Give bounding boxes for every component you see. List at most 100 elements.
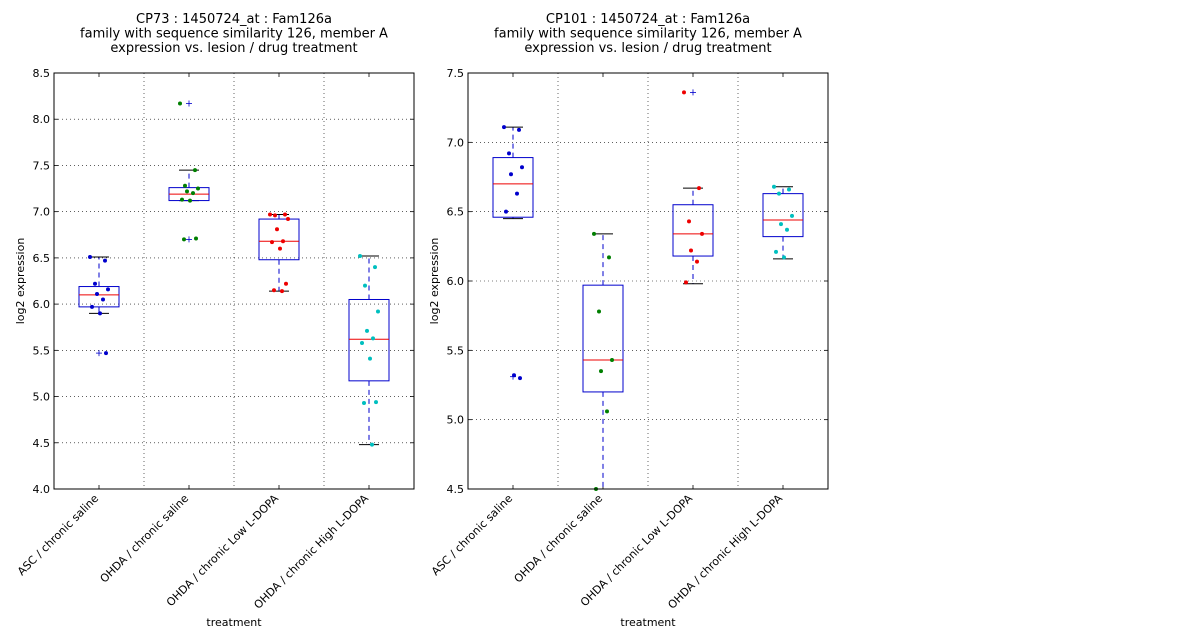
y-tick-label: 6.5 bbox=[33, 252, 51, 265]
data-point bbox=[371, 336, 375, 341]
box-iqr bbox=[762, 193, 804, 238]
data-point bbox=[520, 165, 524, 170]
data-point bbox=[95, 291, 99, 296]
data-point bbox=[790, 213, 794, 218]
data-point bbox=[373, 265, 377, 270]
data-point bbox=[193, 168, 197, 173]
y-tick-label: 6.5 bbox=[447, 206, 465, 219]
data-point bbox=[281, 239, 285, 244]
plot-frame bbox=[53, 72, 415, 490]
chart-title-line: CP101 : 1450724_at : Fam126a bbox=[546, 12, 750, 27]
data-point bbox=[272, 288, 276, 293]
box-1 bbox=[582, 233, 624, 490]
data-point bbox=[787, 187, 791, 192]
y-tick-label: 4.0 bbox=[33, 483, 51, 496]
data-point bbox=[275, 227, 279, 232]
y-tick-label: 8.5 bbox=[33, 67, 51, 80]
box-0 bbox=[492, 126, 534, 380]
data-point bbox=[106, 287, 110, 292]
data-point bbox=[98, 311, 102, 316]
x-tick-label: OHDA / chronic saline bbox=[512, 492, 606, 586]
data-point bbox=[507, 151, 511, 156]
data-point bbox=[697, 186, 701, 191]
y-tick-label: 7.5 bbox=[447, 67, 465, 80]
box-iqr bbox=[492, 157, 534, 218]
y-tick-label: 6.0 bbox=[447, 275, 465, 288]
data-point bbox=[370, 442, 374, 447]
data-point bbox=[772, 184, 776, 189]
data-point bbox=[90, 304, 94, 309]
data-point bbox=[191, 191, 195, 196]
data-point bbox=[280, 289, 284, 294]
data-point bbox=[278, 246, 282, 251]
data-point bbox=[286, 217, 290, 222]
data-point bbox=[517, 127, 521, 132]
data-point bbox=[774, 249, 778, 254]
box-iqr bbox=[348, 298, 390, 382]
chart-title-line: CP73 : 1450724_at : Fam126a bbox=[136, 12, 332, 27]
data-point bbox=[689, 248, 693, 253]
data-point bbox=[101, 297, 105, 302]
data-point bbox=[597, 309, 601, 314]
box-iqr bbox=[78, 286, 120, 308]
data-point bbox=[273, 213, 277, 218]
data-point bbox=[88, 254, 92, 259]
y-tick-label: 5.5 bbox=[33, 344, 51, 357]
box-2 bbox=[258, 213, 300, 292]
data-point bbox=[695, 259, 699, 264]
y-tick-label: 6.0 bbox=[33, 298, 51, 311]
data-point bbox=[376, 309, 380, 314]
x-axis-label: treatment bbox=[206, 616, 262, 629]
y-tick-label: 5.5 bbox=[447, 344, 465, 357]
data-point bbox=[782, 255, 786, 260]
box-0 bbox=[78, 256, 120, 357]
box-iqr bbox=[258, 218, 300, 261]
data-point bbox=[374, 400, 378, 405]
chart-title-line: expression vs. lesion / drug treatment bbox=[110, 41, 357, 56]
data-point bbox=[682, 90, 686, 95]
data-point bbox=[358, 254, 362, 259]
x-tick-label: ASC / chronic saline bbox=[15, 492, 101, 578]
box-3 bbox=[762, 186, 804, 260]
data-point bbox=[268, 212, 272, 217]
data-point bbox=[180, 197, 184, 202]
chart-title-line: family with sequence similarity 126, mem… bbox=[80, 27, 388, 42]
y-tick-label: 7.0 bbox=[33, 206, 51, 219]
chart-title-line: expression vs. lesion / drug treatment bbox=[524, 41, 771, 56]
data-point bbox=[196, 186, 200, 191]
plot-frame bbox=[467, 72, 829, 490]
data-point bbox=[504, 209, 508, 214]
data-point bbox=[509, 172, 513, 177]
data-point bbox=[512, 373, 516, 378]
data-point bbox=[515, 191, 519, 196]
data-point bbox=[779, 222, 783, 227]
y-tick-label: 8.0 bbox=[33, 113, 51, 126]
data-point bbox=[502, 125, 506, 130]
box-1 bbox=[168, 100, 210, 243]
data-point bbox=[599, 369, 603, 374]
data-point bbox=[104, 351, 108, 356]
box-2 bbox=[672, 89, 714, 285]
data-point bbox=[284, 281, 288, 286]
data-point bbox=[368, 356, 372, 361]
x-axis-label: treatment bbox=[620, 616, 676, 629]
y-tick-label: 5.0 bbox=[447, 414, 465, 427]
y-tick-label: 4.5 bbox=[33, 437, 51, 450]
data-point bbox=[178, 101, 182, 106]
data-point bbox=[684, 280, 688, 285]
data-point bbox=[270, 240, 274, 245]
data-point bbox=[365, 328, 369, 333]
chart-title-line: family with sequence similarity 126, mem… bbox=[494, 27, 802, 42]
box-iqr bbox=[582, 284, 624, 393]
data-point bbox=[700, 231, 704, 236]
data-point bbox=[188, 198, 192, 203]
box-iqr bbox=[672, 204, 714, 257]
y-axis-label: log2 expression bbox=[14, 238, 27, 325]
data-point bbox=[362, 401, 366, 406]
x-tick-label: ASC / chronic saline bbox=[429, 492, 515, 578]
data-point bbox=[777, 191, 781, 196]
y-tick-label: 7.5 bbox=[33, 159, 51, 172]
